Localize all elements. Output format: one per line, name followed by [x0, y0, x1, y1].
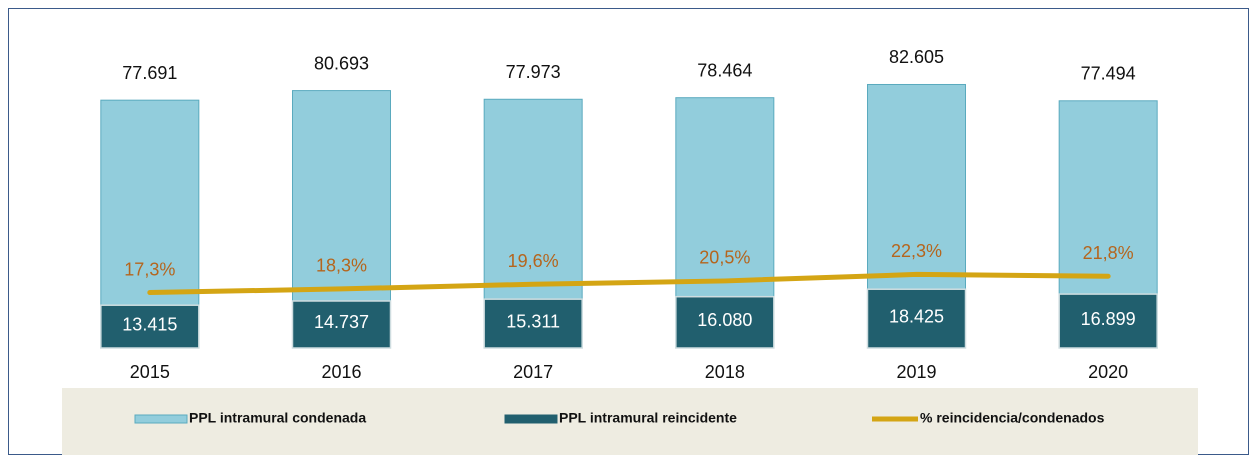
data-label: 77.494 [1081, 64, 1136, 84]
data-label: 20,5% [699, 248, 750, 268]
data-label: 17,3% [124, 259, 175, 279]
x-tick-label: 2019 [896, 362, 936, 382]
x-tick-label: 2018 [705, 362, 745, 382]
legend-label: % reincidencia/condenados [920, 410, 1105, 426]
data-label: 80.693 [314, 53, 369, 73]
bar [291, 300, 392, 349]
legend-label: PPL intramural condenada [189, 410, 366, 426]
data-label: 13.415 [122, 314, 177, 334]
data-label: 77.691 [122, 63, 177, 83]
bar [866, 288, 967, 349]
data-label: 15.311 [506, 311, 560, 331]
x-tick-label: 2020 [1088, 362, 1128, 382]
data-label: 78.464 [697, 60, 752, 80]
legend-background [62, 388, 1198, 455]
data-label: 77.973 [506, 62, 561, 82]
data-label: 18,3% [316, 256, 367, 276]
data-label: 16.080 [697, 310, 752, 330]
bar [483, 298, 583, 349]
data-label: 19,6% [508, 251, 559, 271]
x-tick-label: 2016 [321, 362, 361, 382]
data-label: 82.605 [889, 47, 944, 67]
x-tick-label: 2017 [513, 362, 553, 382]
data-label: 21,8% [1083, 243, 1134, 263]
data-label: 16.899 [1081, 309, 1136, 329]
legend-swatch [504, 414, 558, 424]
legend-swatch [134, 414, 188, 424]
legend-label: PPL intramural reincidente [559, 410, 737, 426]
bar [1058, 293, 1158, 349]
line [147, 271, 1111, 296]
x-tick-label: 2015 [130, 362, 170, 382]
data-label: 18.425 [889, 306, 944, 326]
data-label: 22,3% [891, 241, 942, 261]
bar [100, 304, 200, 349]
data-label: 14.737 [314, 312, 369, 332]
bar [675, 295, 775, 349]
